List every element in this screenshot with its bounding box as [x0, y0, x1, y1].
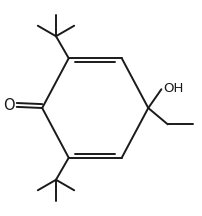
Text: OH: OH — [163, 82, 184, 95]
Text: O: O — [3, 98, 15, 113]
